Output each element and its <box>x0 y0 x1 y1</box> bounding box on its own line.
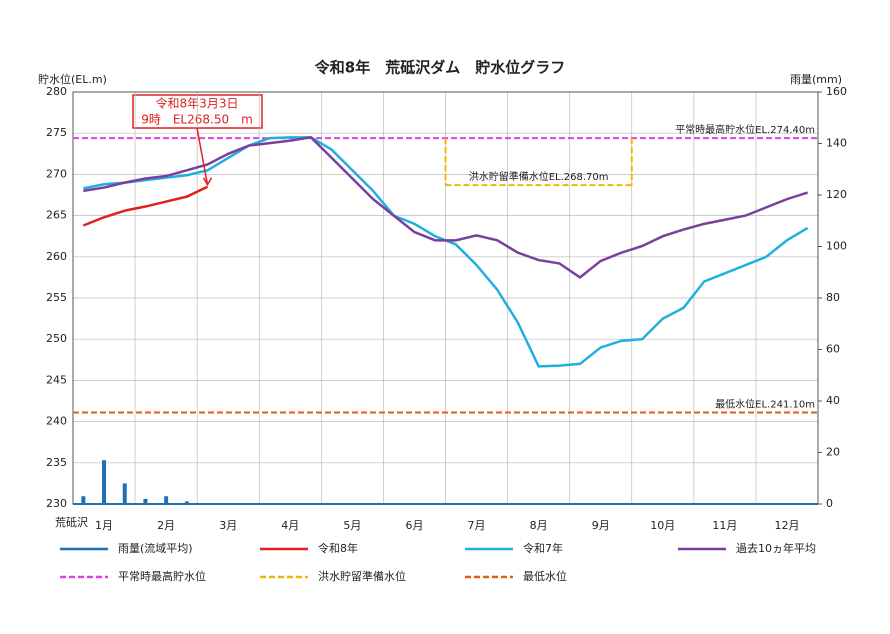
legend-label: 令和8年 <box>318 541 358 555</box>
x-tick-label: 10月 <box>650 519 675 532</box>
y2-tick-label: 140 <box>826 137 847 150</box>
y-tick-label: 240 <box>46 415 67 428</box>
y-tick-label: 260 <box>46 250 67 263</box>
rain-bar <box>164 496 169 504</box>
y-tick-label: 235 <box>46 456 67 469</box>
y-tick-label: 280 <box>46 85 67 98</box>
series-line <box>82 185 209 227</box>
x-tick-label: 1月 <box>95 519 113 532</box>
y2-tick-label: 60 <box>826 343 840 356</box>
legend-label: 平常時最高貯水位 <box>118 569 206 583</box>
y-tick-label: 245 <box>46 373 67 386</box>
y2-tick-label: 0 <box>826 497 833 510</box>
legend-label: 雨量(流域平均) <box>118 541 193 555</box>
legend-label: 洪水貯留準備水位 <box>318 569 406 583</box>
chart-title: 令和8年 荒砥沢ダム 貯水位グラフ <box>315 59 565 77</box>
rain-bar <box>122 483 127 504</box>
y-tick-label: 255 <box>46 291 67 304</box>
x-tick-label: 9月 <box>592 519 610 532</box>
annotation-arrow <box>196 127 213 187</box>
x-tick-label: 12月 <box>774 519 799 532</box>
y2-tick-label: 20 <box>826 446 840 459</box>
y2-tick-label: 80 <box>826 291 840 304</box>
y-tick-label: 250 <box>46 332 67 345</box>
x-tick-label: 8月 <box>530 519 548 532</box>
reference-label: 最低水位EL.241.10m <box>715 398 815 411</box>
rain-bar <box>81 496 86 504</box>
y-tick-label: 230 <box>46 497 67 510</box>
x-tick-label: 2月 <box>157 519 175 532</box>
legend-label: 令和7年 <box>523 541 563 555</box>
y-axis-label: 貯水位(EL.m) <box>38 72 107 86</box>
y2-axis-label: 雨量(mm) <box>790 73 842 86</box>
x-tick-label: 3月 <box>219 519 237 532</box>
rain-bar <box>102 460 107 504</box>
y2-tick-label: 40 <box>826 394 840 407</box>
rain-bar <box>184 501 189 504</box>
y2-tick-label: 160 <box>826 85 847 98</box>
x-tick-label: 4月 <box>281 519 299 532</box>
x-tick-label: 5月 <box>343 519 361 532</box>
y-tick-label: 270 <box>46 167 67 180</box>
y2-tick-label: 100 <box>826 240 847 253</box>
reference-label: 洪水貯留準備水位EL.268.70m <box>469 170 609 183</box>
x-tick-label: 7月 <box>468 519 486 532</box>
x-tick-label: 6月 <box>405 519 423 532</box>
legend-label: 最低水位 <box>523 569 567 583</box>
x-axis-label: 荒砥沢 <box>55 515 88 529</box>
legend-label: 過去10ヵ年平均 <box>736 541 816 555</box>
rain-bar <box>143 498 148 504</box>
y-tick-label: 265 <box>46 209 67 222</box>
x-tick-label: 11月 <box>712 519 737 532</box>
reference-label: 平常時最高貯水位EL.274.40m <box>675 123 815 136</box>
reference-bracket <box>444 138 633 186</box>
y2-tick-label: 120 <box>826 188 847 201</box>
y-tick-label: 275 <box>46 126 67 139</box>
